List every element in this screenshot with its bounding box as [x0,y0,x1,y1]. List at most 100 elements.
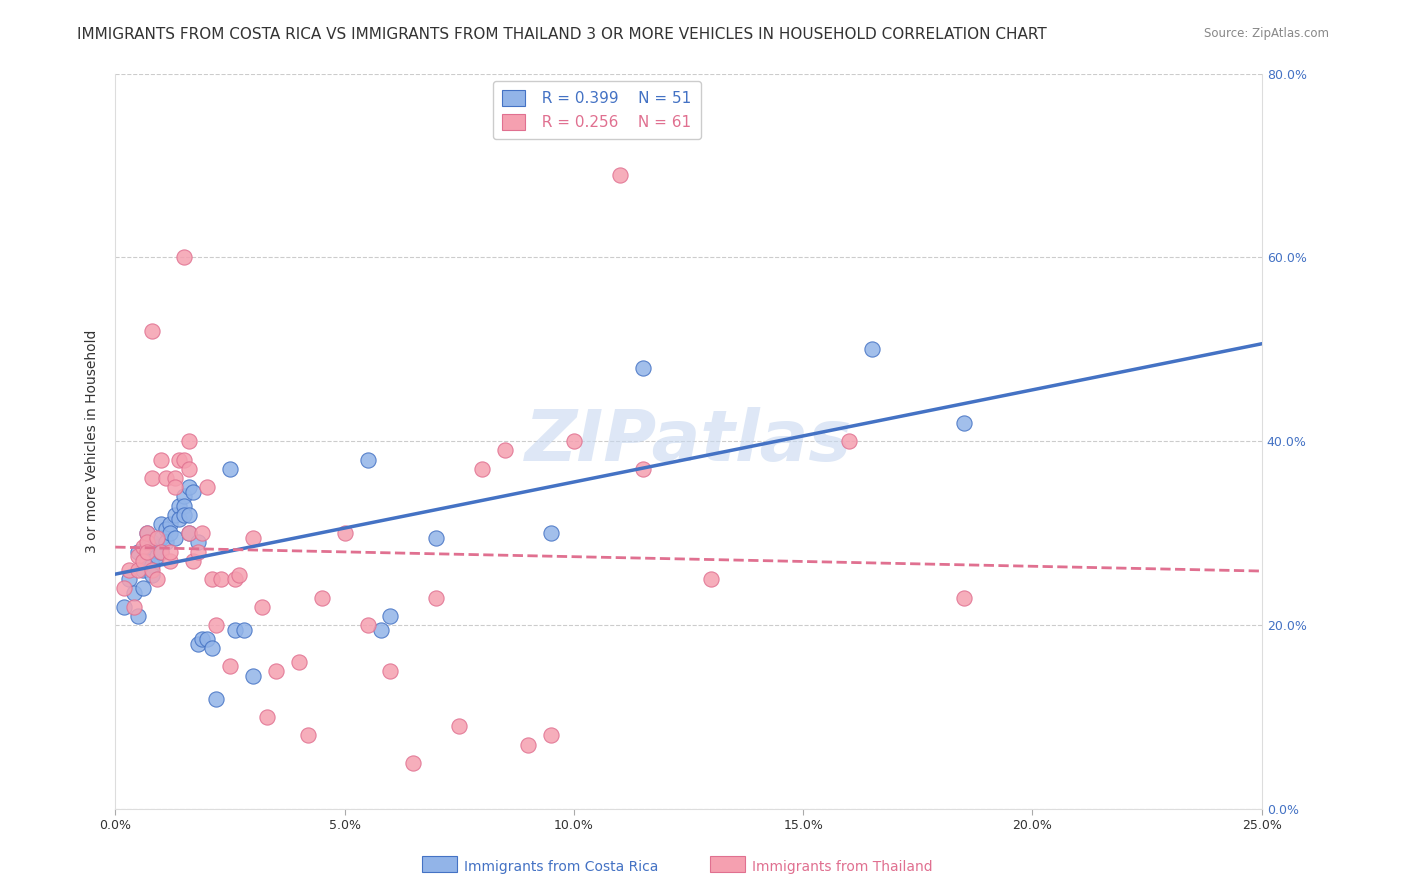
Point [159,554,181,568]
Point [609,168,631,182]
Point [191,526,214,541]
Point [517,738,540,752]
Point [150,544,173,558]
Point [141,324,163,338]
Point [150,516,173,531]
Point [187,544,209,558]
Point [136,540,159,554]
Point [195,480,218,494]
Point [163,471,186,485]
Point [118,563,141,577]
Point [287,655,309,669]
Point [150,531,173,545]
Point [122,586,145,600]
Point [141,471,163,485]
Text: IMMIGRANTS FROM COSTA RICA VS IMMIGRANTS FROM THAILAND 3 OR MORE VEHICLES IN HOU: IMMIGRANTS FROM COSTA RICA VS IMMIGRANTS… [77,27,1047,42]
Point [155,522,177,536]
Point [173,251,195,265]
Point [631,360,654,375]
Point [118,572,141,586]
Point [177,480,200,494]
Point [127,563,149,577]
Point [169,499,191,513]
Point [163,480,186,494]
Point [209,572,232,586]
Point [228,567,250,582]
Point [173,452,195,467]
Text: Immigrants from Costa Rica: Immigrants from Costa Rica [464,860,658,874]
Point [232,623,254,637]
Y-axis label: 3 or more Vehicles in Household: 3 or more Vehicles in Household [86,329,100,553]
Point [155,471,177,485]
Point [562,434,585,449]
Point [145,540,167,554]
Text: Source: ZipAtlas.com: Source: ZipAtlas.com [1204,27,1329,40]
Point [242,531,264,545]
Point [700,572,723,586]
Point [169,512,191,526]
Point [136,535,159,549]
Point [145,549,167,564]
Point [122,599,145,614]
Point [200,572,222,586]
Point [163,531,186,545]
Text: Immigrants from Thailand: Immigrants from Thailand [752,860,932,874]
Point [380,608,402,623]
Point [860,343,883,357]
Point [181,554,204,568]
Point [297,728,319,742]
Point [370,623,392,637]
Point [132,540,155,554]
Point [114,599,136,614]
Point [402,756,425,770]
Point [173,499,195,513]
Point [155,535,177,549]
Point [256,710,278,724]
Point [132,554,155,568]
Point [145,531,167,545]
Point [224,572,246,586]
Point [141,567,163,582]
Point [219,462,242,476]
Point [838,434,860,449]
Point [141,535,163,549]
Point [136,554,159,568]
Point [132,563,155,577]
Point [631,462,654,476]
Point [425,591,447,605]
Point [311,591,333,605]
Point [177,508,200,522]
Point [163,508,186,522]
Point [177,434,200,449]
Point [159,516,181,531]
Point [141,563,163,577]
Point [145,572,167,586]
Point [356,452,378,467]
Point [219,659,242,673]
Point [200,641,222,656]
Point [150,452,173,467]
Point [181,484,204,499]
Point [187,636,209,650]
Point [136,526,159,541]
Point [356,618,378,632]
Point [114,582,136,596]
Point [187,535,209,549]
Point [449,719,471,733]
Point [471,462,494,476]
Point [177,526,200,541]
Point [127,549,149,564]
Point [425,531,447,545]
Legend:   R = 0.399    N = 51,   R = 0.256    N = 61: R = 0.399 N = 51, R = 0.256 N = 61 [492,81,700,139]
Point [136,544,159,558]
Point [250,599,273,614]
Point [150,544,173,558]
Point [242,668,264,682]
Point [177,462,200,476]
Point [132,582,155,596]
Point [205,691,228,706]
Point [224,623,246,637]
Point [380,664,402,678]
Point [141,558,163,573]
Point [205,618,228,632]
